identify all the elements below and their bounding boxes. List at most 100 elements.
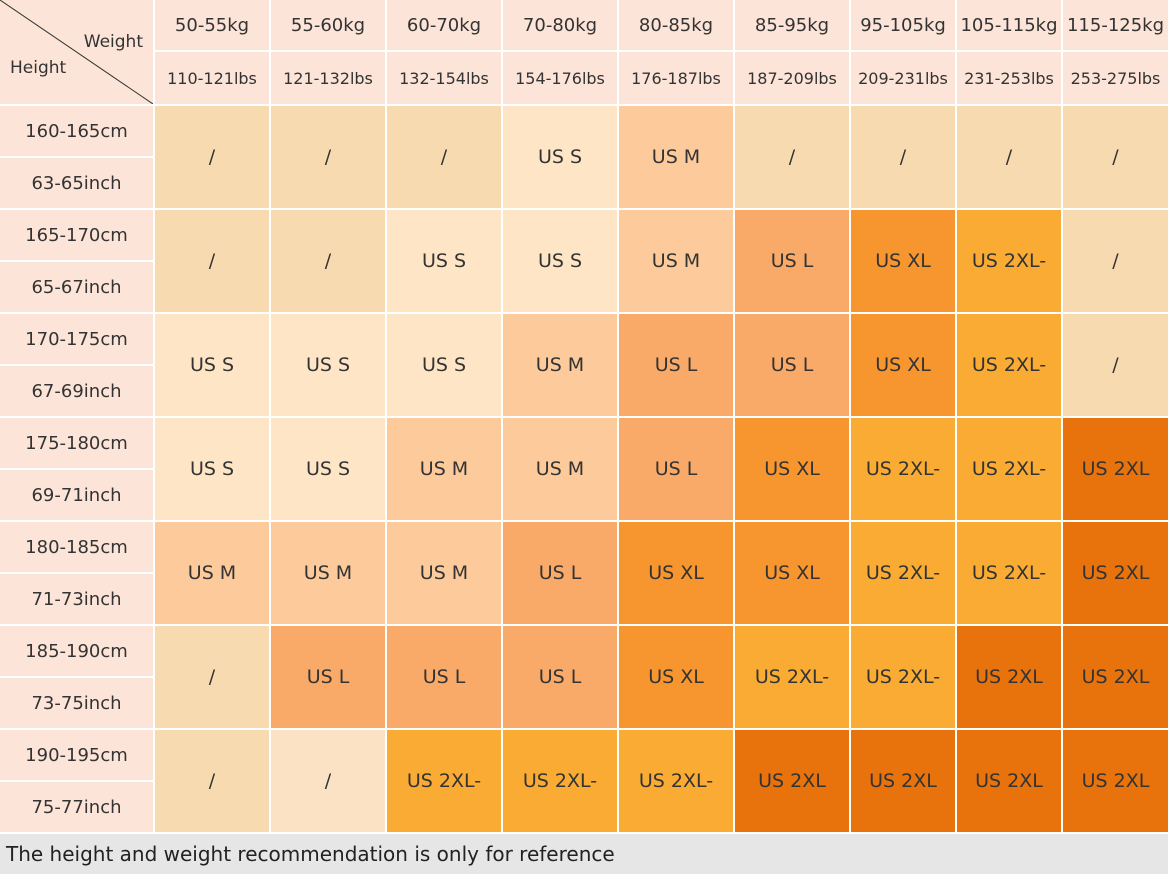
height-cm: 175-180cm — [0, 418, 153, 468]
size-cell: US S — [155, 418, 269, 520]
weight-lbs: 187-209lbs — [735, 52, 849, 104]
height-label: Height — [10, 58, 67, 78]
size-cell: US 2XL- — [503, 730, 617, 832]
size-cell: US XL — [851, 210, 955, 312]
size-cell: / — [735, 106, 849, 208]
size-cell: US 2XL — [735, 730, 849, 832]
size-cell: US 2XL — [1063, 730, 1168, 832]
size-cell: / — [851, 106, 955, 208]
weight-lbs: 231-253lbs — [957, 52, 1061, 104]
size-cell: US M — [503, 314, 617, 416]
size-cell: US XL — [619, 626, 733, 728]
size-cell: / — [1063, 314, 1168, 416]
size-cell: US L — [503, 522, 617, 624]
size-cell: / — [155, 626, 269, 728]
size-cell: US L — [387, 626, 501, 728]
corner-cell: Weight Height — [0, 0, 153, 104]
height-cm: 170-175cm — [0, 314, 153, 364]
height-inch: 63-65inch — [0, 158, 153, 208]
weight-kg: 80-85kg — [619, 0, 733, 50]
size-cell: US M — [387, 522, 501, 624]
weight-kg: 85-95kg — [735, 0, 849, 50]
size-cell: US M — [271, 522, 385, 624]
size-cell: US S — [503, 210, 617, 312]
size-cell: US XL — [735, 522, 849, 624]
size-cell: / — [1063, 106, 1168, 208]
size-cell: US M — [387, 418, 501, 520]
weight-label: Weight — [83, 32, 143, 52]
size-cell: US 2XL — [851, 730, 955, 832]
size-cell: / — [271, 106, 385, 208]
size-cell: US 2XL- — [957, 418, 1061, 520]
weight-kg: 70-80kg — [503, 0, 617, 50]
footer-note: The height and weight recommendation is … — [0, 834, 1168, 874]
size-cell: US 2XL- — [851, 418, 955, 520]
size-cell: US 2XL- — [851, 626, 955, 728]
weight-kg: 115-125kg — [1063, 0, 1168, 50]
size-cell: US XL — [851, 314, 955, 416]
size-cell: / — [155, 106, 269, 208]
height-cm: 185-190cm — [0, 626, 153, 676]
height-cm: 190-195cm — [0, 730, 153, 780]
size-cell: US L — [735, 210, 849, 312]
weight-lbs: 176-187lbs — [619, 52, 733, 104]
weight-lbs: 110-121lbs — [155, 52, 269, 104]
height-cm: 180-185cm — [0, 522, 153, 572]
size-cell: / — [155, 730, 269, 832]
weight-lbs: 121-132lbs — [271, 52, 385, 104]
height-cm: 160-165cm — [0, 106, 153, 156]
size-cell: / — [957, 106, 1061, 208]
weight-lbs: 253-275lbs — [1063, 52, 1168, 104]
size-cell: US M — [619, 210, 733, 312]
size-cell: US 2XL- — [619, 730, 733, 832]
weight-kg: 50-55kg — [155, 0, 269, 50]
size-cell: / — [387, 106, 501, 208]
size-cell: US M — [503, 418, 617, 520]
height-inch: 69-71inch — [0, 470, 153, 520]
size-cell: US 2XL — [957, 730, 1061, 832]
size-cell: US M — [155, 522, 269, 624]
weight-lbs: 154-176lbs — [503, 52, 617, 104]
height-inch: 65-67inch — [0, 262, 153, 312]
size-cell: US 2XL — [957, 626, 1061, 728]
height-inch: 71-73inch — [0, 574, 153, 624]
height-cm: 165-170cm — [0, 210, 153, 260]
size-cell: / — [1063, 210, 1168, 312]
height-inch: 73-75inch — [0, 678, 153, 728]
size-cell: US S — [387, 314, 501, 416]
size-cell: US 2XL- — [957, 314, 1061, 416]
size-cell: US 2XL — [1063, 626, 1168, 728]
size-cell: US L — [271, 626, 385, 728]
weight-kg: 95-105kg — [851, 0, 955, 50]
weight-kg: 55-60kg — [271, 0, 385, 50]
size-cell: US S — [271, 314, 385, 416]
height-inch: 75-77inch — [0, 782, 153, 832]
size-cell: US M — [619, 106, 733, 208]
size-cell: / — [271, 730, 385, 832]
size-cell: US 2XL- — [735, 626, 849, 728]
height-inch: 67-69inch — [0, 366, 153, 416]
size-cell: US 2XL- — [387, 730, 501, 832]
weight-lbs: 209-231lbs — [851, 52, 955, 104]
weight-kg: 60-70kg — [387, 0, 501, 50]
size-cell: US S — [155, 314, 269, 416]
size-cell: US S — [503, 106, 617, 208]
weight-kg: 105-115kg — [957, 0, 1061, 50]
size-cell: US 2XL- — [851, 522, 955, 624]
size-cell: US L — [503, 626, 617, 728]
size-cell: US L — [619, 314, 733, 416]
size-cell: / — [155, 210, 269, 312]
size-cell: US 2XL- — [957, 210, 1061, 312]
weight-lbs: 132-154lbs — [387, 52, 501, 104]
size-cell: / — [271, 210, 385, 312]
corner-diagonal — [0, 0, 153, 104]
size-cell: US 2XL — [1063, 418, 1168, 520]
size-cell: US S — [271, 418, 385, 520]
size-cell: US 2XL — [1063, 522, 1168, 624]
size-cell: US XL — [735, 418, 849, 520]
size-cell: US XL — [619, 522, 733, 624]
size-cell: US L — [735, 314, 849, 416]
size-cell: US S — [387, 210, 501, 312]
size-cell: US 2XL- — [957, 522, 1061, 624]
